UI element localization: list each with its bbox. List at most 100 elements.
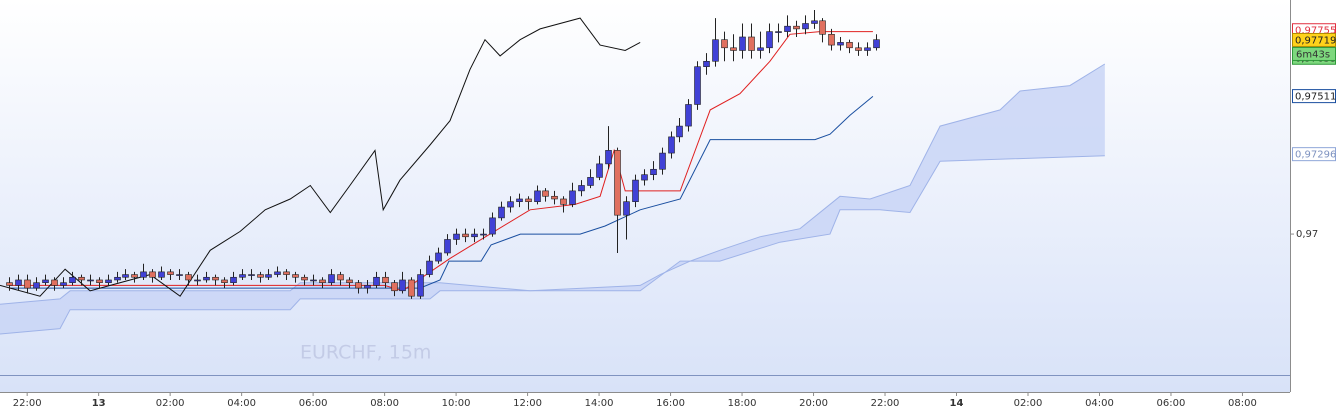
- candle-body: [757, 47, 764, 51]
- x-tick-label: 16:00: [656, 398, 685, 409]
- candle-body: [301, 276, 308, 281]
- price-tag-label: 0,97511: [1295, 92, 1336, 103]
- candle-body: [766, 31, 773, 49]
- candle-body: [507, 201, 514, 208]
- candle-body: [855, 47, 862, 51]
- candle-body: [230, 276, 237, 283]
- x-tick-label: 06:00: [1157, 398, 1186, 409]
- candle-body: [462, 233, 469, 238]
- price-tag: [1292, 89, 1336, 104]
- candle-body: [569, 190, 576, 205]
- candle-body: [498, 206, 505, 219]
- candle-body: [346, 279, 353, 283]
- price-axis-background: [1290, 0, 1338, 410]
- candle-body: [310, 279, 317, 282]
- x-tick-label: 04:00: [227, 398, 256, 409]
- x-tick-label: 10:00: [442, 398, 471, 409]
- candle-body: [391, 282, 398, 292]
- indicator-line: [9, 31, 873, 292]
- candle-body: [694, 66, 701, 105]
- candle-body: [846, 42, 853, 49]
- candle-body: [212, 276, 219, 281]
- x-tick-label: 20:00: [799, 398, 828, 409]
- candle-body: [373, 276, 380, 286]
- candle-body: [167, 271, 174, 275]
- candle-body: [587, 177, 594, 186]
- candle-body: [122, 274, 129, 278]
- x-tick-label: 02:00: [156, 398, 185, 409]
- candle-body: [221, 279, 228, 283]
- price-tag-label: 0,97755: [1295, 26, 1336, 37]
- plot-layer: [0, 9, 1106, 335]
- candle-body: [659, 152, 666, 170]
- candle-body: [328, 274, 335, 283]
- candle-body: [265, 274, 272, 278]
- candle-body: [149, 271, 156, 278]
- x-tick-label: 02:00: [1014, 398, 1043, 409]
- candle-body: [632, 179, 639, 202]
- candle-body: [444, 239, 451, 254]
- candle-body: [408, 279, 415, 297]
- candle-body: [114, 276, 121, 281]
- watermark: EURCHF, 15m: [300, 342, 431, 364]
- x-tick-label: 12:00: [513, 398, 542, 409]
- candle-body: [578, 185, 585, 192]
- price-tag-label: 0,97719: [1295, 35, 1336, 46]
- price-tag: [1292, 147, 1336, 162]
- candle-body: [623, 201, 630, 216]
- indicator-line: [0, 63, 1106, 305]
- candle-body: [78, 276, 85, 281]
- candle-body: [596, 163, 603, 178]
- candle-body: [641, 174, 648, 181]
- candle-body: [6, 282, 13, 286]
- candle-body: [283, 271, 290, 275]
- candle-body: [811, 20, 818, 24]
- candle-body: [685, 104, 692, 127]
- candle-body: [417, 274, 424, 297]
- candle-body: [712, 39, 719, 62]
- candle-body: [525, 198, 532, 202]
- candle-body: [534, 190, 541, 202]
- candle-body: [87, 279, 94, 282]
- x-tick-label: 14: [950, 398, 964, 409]
- timer-box: [1292, 46, 1336, 61]
- candle-body: [516, 198, 523, 202]
- candle-body: [203, 276, 210, 281]
- candle-body: [793, 25, 800, 30]
- candle-body: [489, 217, 496, 235]
- candle-body: [471, 233, 478, 238]
- candle-body: [292, 274, 299, 278]
- candle-body: [426, 260, 433, 275]
- candle-body: [650, 168, 657, 175]
- indicator-line: [0, 17, 641, 297]
- candle-body: [140, 271, 147, 278]
- x-tick-label: 06:00: [299, 398, 328, 409]
- price-tag-label: 0,97296: [1295, 150, 1336, 161]
- candle-body: [176, 274, 183, 276]
- candle-body: [784, 25, 791, 32]
- candle-body: [24, 279, 31, 289]
- candle-body: [551, 195, 558, 200]
- candle-body: [337, 274, 344, 281]
- candle-body: [60, 282, 67, 286]
- x-tick-label: 22:00: [871, 398, 900, 409]
- candle-body: [69, 276, 76, 283]
- cloud-fill: [0, 63, 1105, 334]
- candle-body: [614, 150, 621, 216]
- candle-body: [42, 279, 49, 283]
- candle-body: [819, 20, 826, 35]
- candle-body: [194, 279, 201, 282]
- candle-body: [239, 274, 246, 278]
- candle-body: [730, 47, 737, 51]
- x-tick-label: 04:00: [1085, 398, 1114, 409]
- candle-body: [15, 279, 22, 286]
- plot-background: [0, 0, 1290, 392]
- candle-body: [837, 42, 844, 46]
- candle-body: [721, 39, 728, 49]
- candle-body: [355, 282, 362, 289]
- y-tick-label: 0,97: [1296, 229, 1318, 240]
- candle-body: [185, 274, 192, 281]
- candle-body: [864, 47, 871, 51]
- x-tick-label: 08:00: [370, 398, 399, 409]
